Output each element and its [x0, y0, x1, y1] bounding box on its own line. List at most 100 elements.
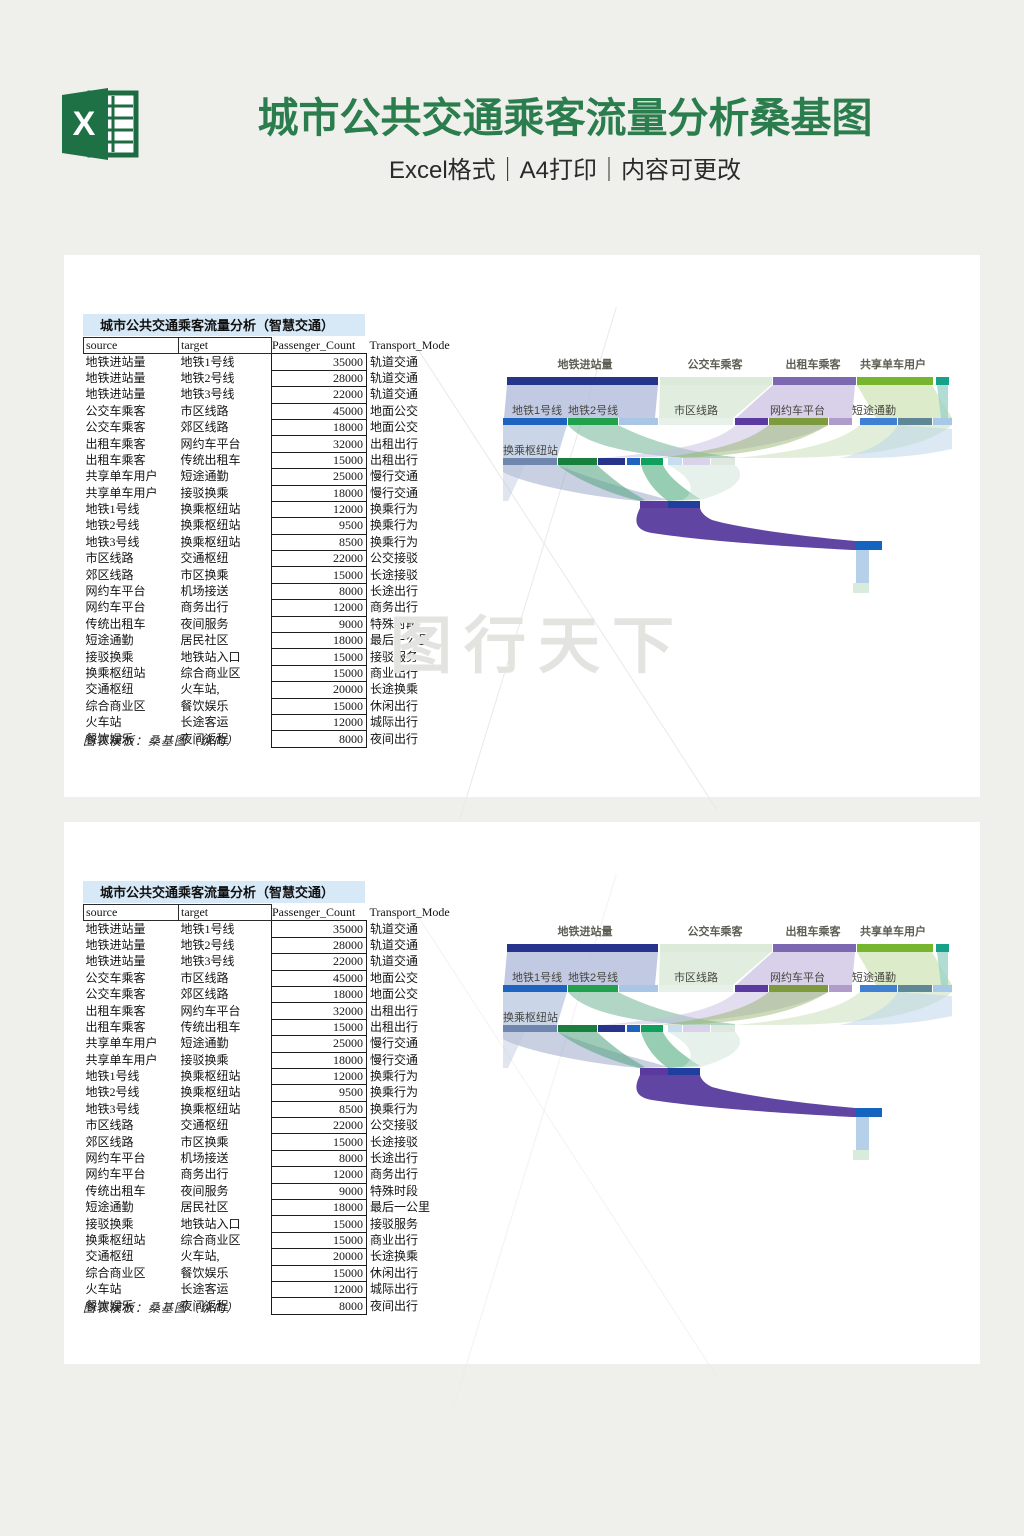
- sankey-flow: [736, 385, 855, 418]
- cell-count: 8000: [271, 582, 367, 601]
- cell-target: 商务出行: [180, 600, 229, 615]
- table-row: 网约车平台 机场接送 8000 长途出行: [84, 1149, 466, 1168]
- sankey-node: [860, 985, 897, 992]
- cell-count: 15000: [271, 1133, 367, 1151]
- table-row: 地铁1号线 换乘枢纽站 12000 换乘行为: [84, 500, 466, 519]
- cell-mode: 出租出行: [370, 1003, 419, 1018]
- sankey-node-label: 共享单车用户: [860, 357, 926, 371]
- table-row: 出租车乘客 传统出租车 15000 出租出行: [84, 1018, 466, 1037]
- sankey-flow: [504, 385, 658, 418]
- cell-source: 公交车乘客: [85, 970, 146, 985]
- cell-count: 12000: [271, 1166, 367, 1184]
- cell-source: 地铁进站量: [85, 937, 146, 952]
- cell-count: 20000: [271, 681, 367, 699]
- cell-source: 地铁进站量: [85, 954, 146, 969]
- cell-source: 公交车乘客: [85, 987, 146, 1002]
- cell-mode: 特殊时段: [370, 1183, 419, 1198]
- table-row: 市区线路 交通枢纽 22000 公交接驳: [84, 1117, 466, 1135]
- cell-mode: 最后一公里: [370, 1200, 431, 1215]
- sankey-flow: [503, 1032, 525, 1068]
- cell-mode: 接驳服务: [370, 649, 419, 664]
- cell-source: 共享单车用户: [85, 1036, 158, 1051]
- preview-panel-bottom: 图行天下 城市公共交通乘客流量分析（智慧交通） source target Pa…: [64, 822, 980, 1410]
- cell-count: 12000: [271, 713, 367, 732]
- cell-target: 地铁1号线: [180, 921, 235, 936]
- table-row: 交通枢纽 火车站, 20000 长途换乘: [84, 1248, 466, 1266]
- cell-mode: 商务出行: [370, 1167, 419, 1182]
- cell-count: 22000: [271, 386, 367, 404]
- table-row: 火车站 长途客运 12000 城际出行: [84, 1280, 466, 1299]
- cell-count: 22000: [271, 1117, 367, 1135]
- col-header-source: source: [83, 336, 179, 355]
- cell-target: 地铁站入口: [180, 649, 241, 664]
- cell-count: 22000: [271, 550, 367, 568]
- sankey-node-label: 出租车乘客: [786, 357, 842, 371]
- cell-count: 18000: [271, 1051, 367, 1069]
- sankey-node: [857, 377, 933, 385]
- cell-count: 8500: [271, 1100, 367, 1119]
- cell-source: 市区线路: [85, 551, 134, 566]
- cell-count: 15000: [271, 1231, 367, 1250]
- sankey-node-label: 公交车乘客: [688, 357, 744, 371]
- cell-count: 9000: [271, 1182, 367, 1201]
- sankey-node: [503, 985, 567, 992]
- table-row: 接驳换乘 地铁站入口 15000 接驳服务: [84, 1215, 466, 1233]
- sankey-node: [503, 1025, 557, 1032]
- sankey-node: [769, 985, 828, 992]
- sankey-node: [668, 501, 700, 508]
- table-row: 地铁进站量 地铁2号线 28000 轨道交通: [84, 936, 466, 955]
- sankey-node: [933, 418, 952, 425]
- cell-mode: 特殊时段: [370, 616, 419, 631]
- cell-source: 火车站: [85, 715, 122, 730]
- cell-count: 15000: [271, 1215, 367, 1233]
- cell-source: 地铁1号线: [85, 502, 140, 517]
- cell-mode: 长途换乘: [370, 682, 419, 697]
- sankey-node: [853, 1150, 869, 1160]
- sankey-node: [668, 1025, 682, 1032]
- sankey-node-label: 短途通勤: [852, 403, 896, 417]
- cell-target: 火车站,: [180, 1249, 220, 1264]
- cell-target: 郊区线路: [180, 987, 229, 1002]
- table-row: 短途通勤 居民社区 18000 最后一公里: [84, 632, 466, 650]
- cell-count: 18000: [271, 632, 367, 650]
- cell-mode: 长途接驳: [370, 1134, 419, 1149]
- cell-mode: 换乘行为: [370, 502, 419, 517]
- table-row: 共享单车用户 短途通勤 25000 慢行交通: [84, 1035, 466, 1053]
- sankey-node: [711, 458, 735, 465]
- sankey-node-label: 短途通勤: [852, 970, 896, 984]
- table-row: 郊区线路 市区换乘 15000 长途接驳: [84, 1133, 466, 1151]
- sankey-flow: [558, 465, 645, 501]
- table-header-row: source target Passenger_Count Transport_…: [83, 336, 466, 355]
- cell-mode: 换乘行为: [370, 534, 419, 549]
- cell-count: 15000: [271, 1018, 367, 1037]
- sankey-node: [853, 583, 869, 593]
- cell-source: 火车站: [85, 1282, 122, 1297]
- cell-mode: 城际出行: [370, 1282, 419, 1297]
- cell-source: 共享单车用户: [85, 469, 158, 484]
- col-header-passenger-count: Passenger_Count: [272, 904, 356, 919]
- sankey-svg: 地铁进站量 公交车乘客 出租车乘客 共享单车用户 地铁1号线 地铁2号线 市区线…: [503, 357, 952, 593]
- cell-mode: 商业出行: [370, 1233, 419, 1247]
- cell-target: 机场接送: [180, 584, 229, 599]
- cell-source: 地铁进站量: [85, 921, 146, 936]
- cell-source: 共享单车用户: [85, 1052, 158, 1067]
- sankey-node: [936, 377, 949, 385]
- sankey-node: [898, 985, 932, 992]
- cell-count: 32000: [271, 1002, 367, 1020]
- sankey-main-flow: [636, 508, 855, 550]
- cell-count: 9500: [271, 517, 367, 535]
- template-note: 图表模板：桑基图（纵向）: [83, 1301, 240, 1315]
- sankey-node-label: 网约车平台: [770, 970, 825, 984]
- cell-source: 出租车乘客: [85, 1019, 146, 1034]
- table-row: 网约车平台 机场接送 8000 长途出行: [84, 582, 466, 601]
- cell-target: 居民社区: [180, 633, 229, 648]
- cell-mode: 慢行交通: [370, 469, 419, 484]
- sankey-node-label: 市区线路: [674, 970, 718, 984]
- cell-mode: 慢行交通: [370, 485, 419, 500]
- table-row: 市区线路 交通枢纽 22000 公交接驳: [84, 550, 466, 568]
- sankey-node: [659, 418, 733, 425]
- cell-target: 换乘枢纽站: [180, 518, 241, 533]
- table-row: 公交车乘客 市区线路 45000 地面公交: [84, 402, 466, 420]
- sankey-flow: [600, 992, 829, 1025]
- col-header-target: target: [178, 903, 272, 922]
